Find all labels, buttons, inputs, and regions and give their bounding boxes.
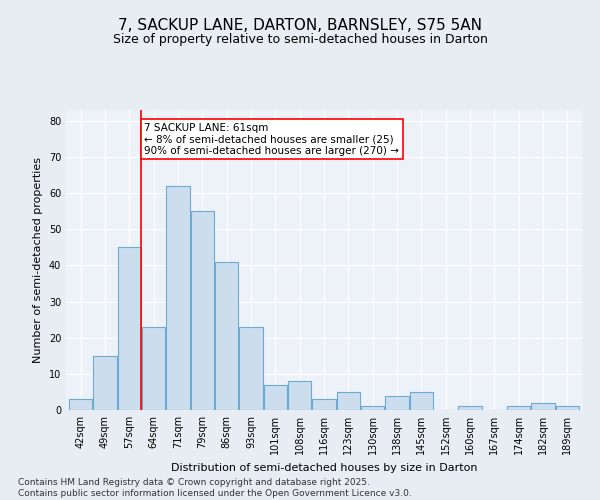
Bar (337, 392, 360, 410)
Y-axis label: Number of semi-detached properties: Number of semi-detached properties (33, 157, 43, 363)
Bar (458, 406, 482, 410)
Text: Contains HM Land Registry data © Crown copyright and database right 2025.
Contai: Contains HM Land Registry data © Crown c… (18, 478, 412, 498)
Text: 7 SACKUP LANE: 61sqm
← 8% of semi-detached houses are smaller (25)
90% of semi-d: 7 SACKUP LANE: 61sqm ← 8% of semi-detach… (145, 122, 399, 156)
Bar (166, 186, 190, 410)
Bar (385, 396, 409, 410)
Bar (410, 392, 433, 410)
Bar (361, 406, 384, 410)
Bar (556, 406, 579, 410)
Bar (215, 262, 238, 410)
Bar (191, 211, 214, 410)
Bar (69, 399, 92, 410)
Bar (313, 399, 335, 410)
Bar (507, 406, 530, 410)
Text: 7, SACKUP LANE, DARTON, BARNSLEY, S75 5AN: 7, SACKUP LANE, DARTON, BARNSLEY, S75 5A… (118, 18, 482, 32)
Bar (264, 384, 287, 410)
Text: Size of property relative to semi-detached houses in Darton: Size of property relative to semi-detach… (113, 32, 487, 46)
Bar (142, 327, 165, 410)
Bar (532, 403, 554, 410)
Bar (94, 356, 116, 410)
Bar (288, 381, 311, 410)
Bar (239, 327, 263, 410)
X-axis label: Distribution of semi-detached houses by size in Darton: Distribution of semi-detached houses by … (171, 462, 477, 472)
Bar (118, 248, 141, 410)
